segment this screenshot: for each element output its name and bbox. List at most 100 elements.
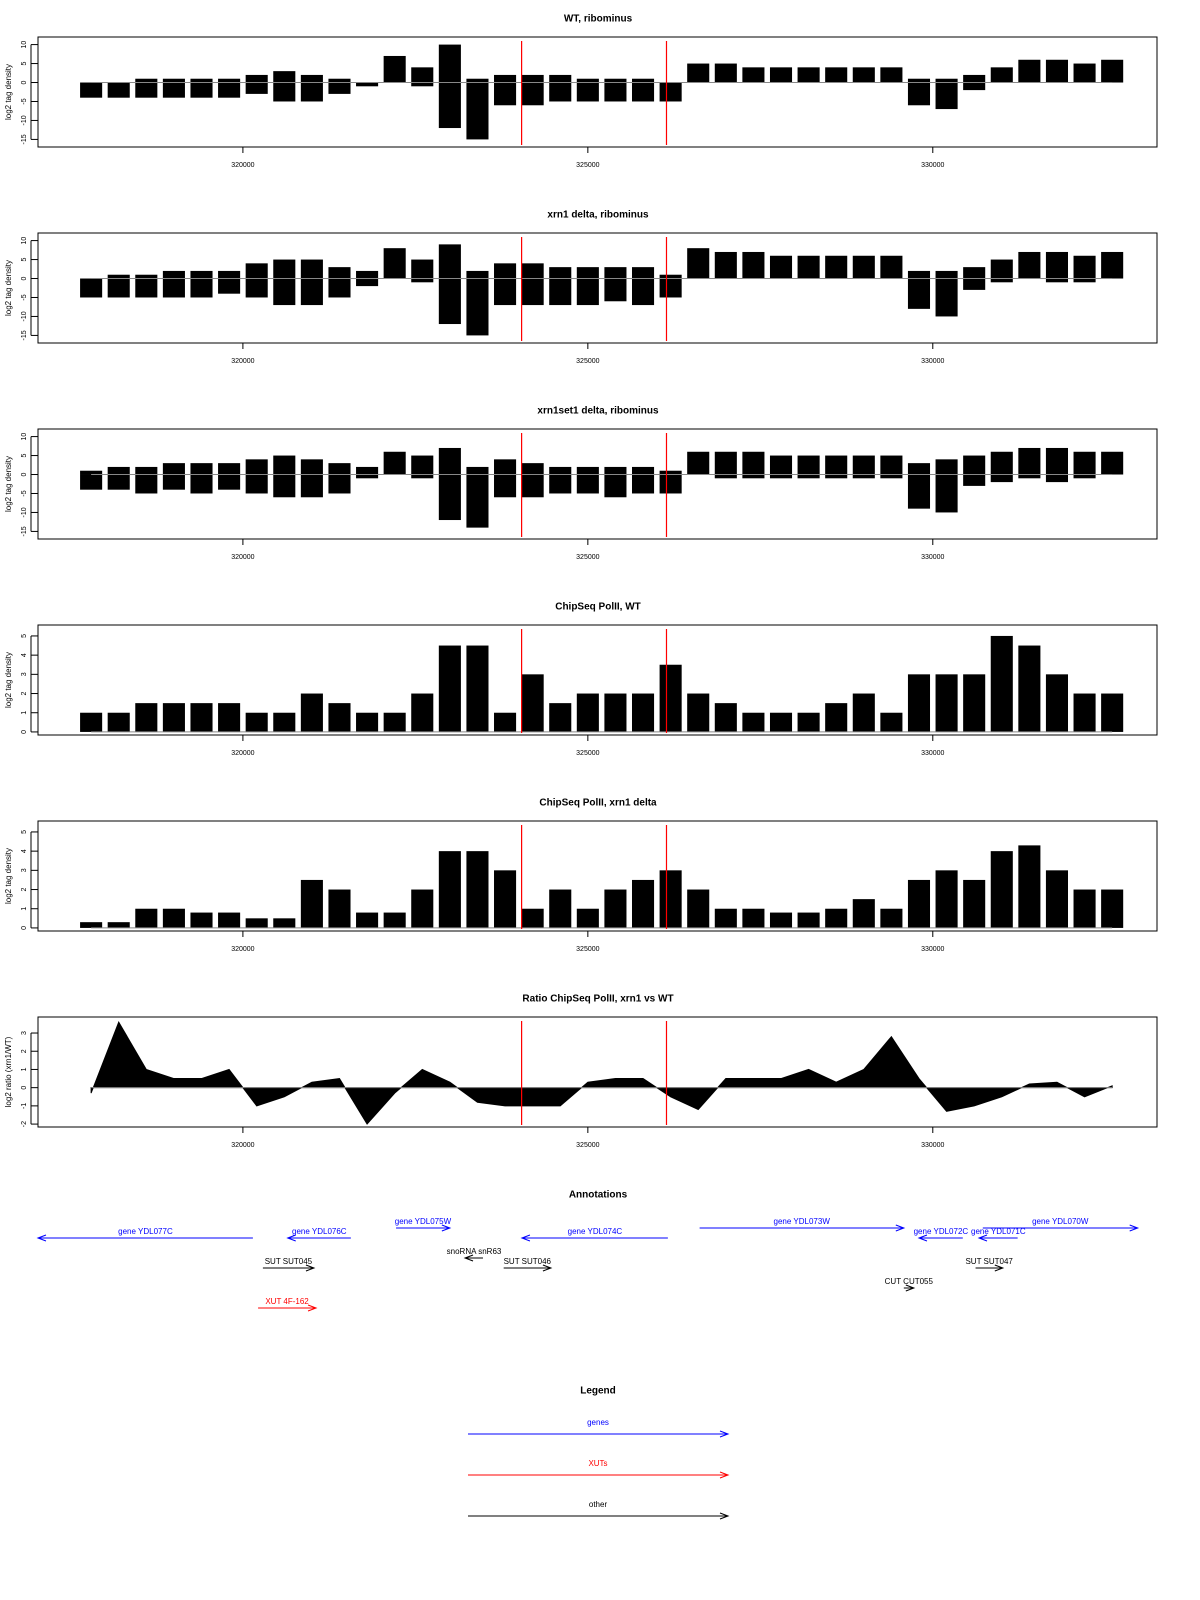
bar <box>990 278 1013 283</box>
bar <box>742 908 765 928</box>
bar <box>1045 59 1069 83</box>
feature-arrow-head <box>441 1224 452 1232</box>
bar <box>963 74 986 83</box>
y-tick-label: 0 <box>21 926 28 930</box>
bar <box>1101 451 1124 475</box>
x-tick-label: 330000 <box>921 358 944 365</box>
feature-label: gene YDL074C <box>568 1227 623 1236</box>
bar <box>769 455 793 475</box>
bar <box>907 674 931 732</box>
bar <box>1101 693 1124 732</box>
bar <box>825 455 848 475</box>
bar <box>135 274 158 279</box>
bar <box>245 459 268 475</box>
bar <box>825 255 848 279</box>
bar <box>466 466 489 475</box>
y-tick-label: 0 <box>21 276 28 280</box>
bar <box>521 463 544 475</box>
feature-label: XUT 4F-162 <box>265 1297 309 1306</box>
bar <box>218 82 241 98</box>
bar <box>1073 63 1096 83</box>
feature-arrow-head <box>305 1264 316 1272</box>
bar <box>245 82 268 94</box>
bar <box>494 82 517 106</box>
bar <box>521 908 544 928</box>
bar <box>300 82 323 102</box>
y-tick-label: -10 <box>21 115 28 125</box>
y-axis-label: log2 tag density <box>4 456 13 512</box>
bar <box>604 78 627 83</box>
bar <box>162 474 185 490</box>
bar <box>494 459 517 475</box>
bar <box>218 270 241 279</box>
bar <box>549 278 572 306</box>
y-tick-label: 1 <box>21 1067 28 1071</box>
bar <box>190 703 213 732</box>
bar <box>438 82 461 129</box>
bar <box>907 82 931 106</box>
feature-arrow-head <box>905 1284 916 1292</box>
bar <box>659 82 682 102</box>
bar <box>300 278 323 306</box>
feature-arrow-head <box>520 1234 531 1242</box>
bar <box>631 267 655 279</box>
bar <box>769 712 793 732</box>
y-tick-label: 2 <box>21 691 28 695</box>
bar <box>907 879 931 928</box>
y-tick-label: 10 <box>21 41 28 49</box>
bar <box>769 67 793 83</box>
y-tick-label: 3 <box>21 868 28 872</box>
x-tick-label: 325000 <box>576 554 599 561</box>
legend-label: genes <box>587 1418 609 1427</box>
bar <box>604 693 627 732</box>
bar <box>576 466 599 475</box>
bar <box>576 693 599 732</box>
bar <box>963 474 986 486</box>
bar <box>162 908 185 928</box>
plot-frame <box>37 1016 1158 1128</box>
bar <box>935 674 958 732</box>
feature-arrow-head <box>1129 1224 1140 1232</box>
y-tick-label: 5 <box>21 62 28 66</box>
bar <box>466 474 489 528</box>
bar <box>245 474 268 494</box>
panel-title: Annotations <box>569 1190 628 1201</box>
bar <box>549 889 572 928</box>
bar <box>273 82 296 102</box>
y-tick-label: -5 <box>21 294 28 300</box>
bar <box>245 74 268 83</box>
x-tick-label: 330000 <box>921 1142 944 1149</box>
x-tick-label: 320000 <box>231 554 254 561</box>
bar <box>549 267 572 279</box>
feature-arrow-head <box>895 1224 906 1232</box>
bar <box>549 474 572 494</box>
bar <box>769 255 793 279</box>
bar <box>1045 447 1069 475</box>
bar <box>521 674 544 732</box>
bar <box>438 474 461 521</box>
y-axis-label: log2 tag density <box>4 652 13 708</box>
bar <box>687 451 710 475</box>
bar <box>1101 59 1124 83</box>
bar <box>162 278 185 298</box>
bar <box>190 78 213 83</box>
bar <box>466 645 489 732</box>
bar <box>356 466 379 475</box>
y-tick-label: -15 <box>21 526 28 536</box>
bar <box>494 74 517 83</box>
bar <box>1073 474 1096 479</box>
bar <box>273 918 296 928</box>
bar <box>797 455 820 475</box>
bar <box>825 474 848 479</box>
legend-arrow-head <box>719 1512 730 1520</box>
y-tick-label: 0 <box>21 472 28 476</box>
y-tick-label: 5 <box>21 634 28 638</box>
bar <box>356 82 379 87</box>
bar <box>631 278 655 306</box>
bar <box>438 645 461 732</box>
bar <box>80 922 103 928</box>
bar <box>190 912 213 928</box>
bar <box>273 259 296 279</box>
bar <box>990 67 1013 83</box>
